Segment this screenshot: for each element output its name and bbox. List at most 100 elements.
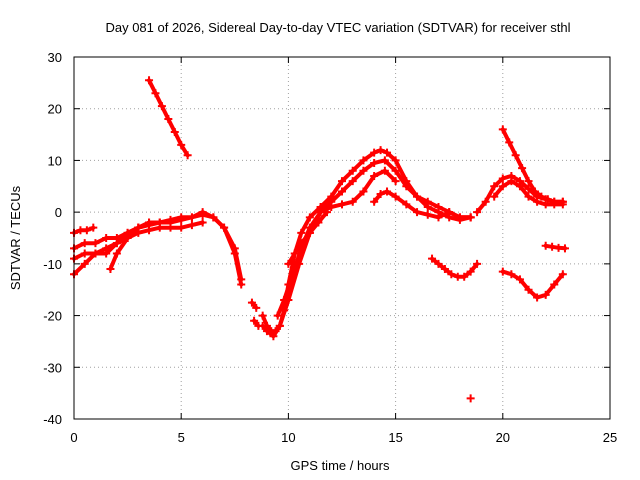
data-point	[524, 177, 533, 186]
data-point	[338, 187, 346, 196]
data-point	[247, 298, 256, 307]
series-trace	[72, 212, 244, 287]
plot-frame	[73, 56, 611, 420]
x-tick-label: 20	[496, 430, 510, 445]
series-track-o	[466, 394, 475, 403]
grid-lines	[74, 57, 610, 419]
data-point	[548, 242, 557, 251]
data-point	[164, 115, 173, 124]
data-point	[305, 228, 314, 237]
data-point	[177, 215, 186, 224]
series-track-s	[498, 267, 567, 302]
x-axis-label: GPS time / hours	[291, 458, 390, 473]
data-point	[370, 159, 379, 168]
data-point	[380, 166, 389, 175]
data-point	[187, 221, 196, 230]
x-tick-label: 10	[281, 430, 295, 445]
data-point	[391, 192, 400, 201]
y-tick-label: -20	[43, 309, 62, 324]
series-trace	[260, 148, 473, 334]
data-point	[82, 226, 91, 235]
data-point	[533, 197, 542, 206]
data-point	[288, 270, 297, 279]
series-trace	[275, 168, 398, 318]
data-point	[490, 192, 499, 201]
x-tick-label: 15	[388, 430, 402, 445]
data-point	[434, 213, 443, 222]
data-point	[383, 148, 392, 157]
data-point	[297, 228, 306, 237]
y-tick-label: 30	[48, 50, 62, 65]
data-point	[275, 321, 284, 330]
data-point	[112, 239, 121, 248]
data-point	[209, 213, 218, 222]
data-point	[550, 200, 559, 209]
data-point	[376, 190, 385, 199]
data-point	[145, 76, 154, 85]
chart-title: Day 081 of 2026, Sidereal Day-to-day VTE…	[105, 20, 570, 35]
data-point	[102, 234, 111, 242]
x-tick-label: 0	[70, 430, 77, 445]
data-point	[155, 223, 164, 232]
data-point	[434, 202, 443, 211]
data-point	[258, 321, 267, 330]
data-point	[359, 166, 368, 175]
series-track-i	[258, 146, 475, 336]
data-point	[80, 259, 89, 268]
data-point	[481, 197, 490, 206]
data-point	[198, 210, 207, 219]
y-tick-label: -30	[43, 360, 62, 375]
y-tick-label: 0	[55, 205, 62, 220]
data-point	[134, 223, 143, 232]
data-point	[338, 200, 346, 209]
series-track-p	[473, 171, 567, 217]
data-point	[541, 200, 550, 209]
data-point	[106, 265, 115, 274]
data-point	[507, 270, 516, 279]
data-point	[524, 192, 533, 201]
data-point	[123, 234, 132, 242]
x-tick-label: 5	[178, 430, 185, 445]
data-point	[305, 213, 314, 222]
series-trace	[286, 210, 329, 266]
data-point	[273, 311, 282, 320]
data-point	[177, 223, 186, 232]
series-trace	[260, 158, 473, 339]
series-track-k	[273, 166, 400, 320]
data-point	[338, 177, 346, 186]
data-point	[284, 259, 293, 268]
data-point	[157, 102, 166, 111]
data-point	[183, 151, 192, 160]
data-point	[466, 213, 475, 222]
data-point	[376, 146, 385, 155]
data-point	[359, 187, 368, 196]
data-point	[515, 275, 524, 284]
data-point	[170, 127, 179, 136]
series-track-t	[541, 241, 569, 253]
data-point	[541, 290, 550, 299]
series-track-m	[370, 187, 475, 222]
data-point	[252, 303, 261, 312]
data-point	[423, 197, 432, 206]
data-point	[112, 249, 121, 258]
data-point	[391, 166, 400, 175]
data-point	[550, 280, 559, 289]
data-point	[151, 89, 160, 98]
data-point	[413, 192, 422, 201]
data-point	[177, 140, 186, 149]
data-point	[237, 280, 246, 289]
data-point	[498, 125, 507, 134]
data-point	[250, 316, 259, 325]
series-track-a	[70, 208, 246, 284]
data-point	[89, 223, 98, 232]
data-points	[70, 76, 569, 403]
data-point	[258, 311, 267, 320]
data-point	[558, 200, 567, 209]
data-point	[498, 267, 507, 276]
data-point	[490, 182, 499, 191]
series-track-n	[428, 254, 482, 281]
x-tick-label: 25	[603, 430, 617, 445]
data-point	[402, 182, 411, 191]
data-point	[524, 285, 533, 294]
y-tick-label: 20	[48, 102, 62, 117]
